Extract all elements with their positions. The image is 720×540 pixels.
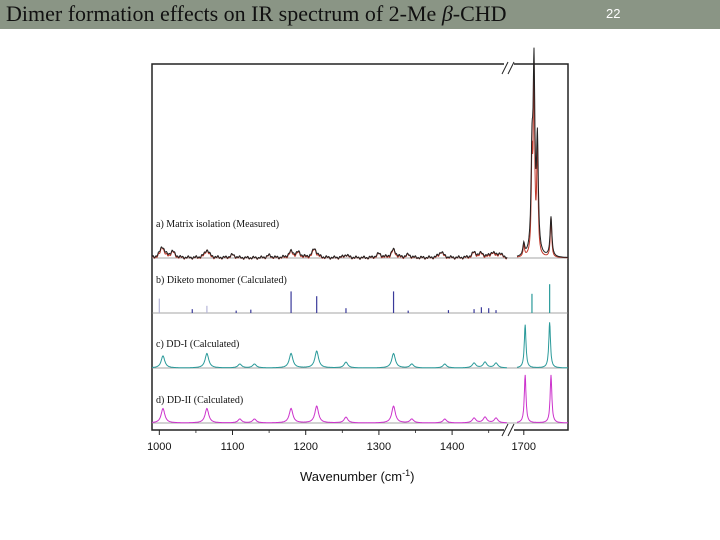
x-tick-label: 1700	[512, 441, 536, 453]
axis-break-mask	[504, 424, 514, 436]
title-prefix: Dimer formation effects on IR spectrum o…	[6, 1, 442, 26]
x-ticks: 1000 1100 1200 1300 1400 1700	[147, 430, 536, 453]
spectrum-traces	[151, 47, 568, 424]
axis-break-mark	[501, 423, 509, 437]
series-label-1: a) Matrix isolation (Measured)	[156, 219, 279, 230]
slide-title: Dimer formation effects on IR spectrum o…	[6, 1, 507, 27]
x-tick-label: 1300	[367, 441, 391, 453]
axis-break-mask	[504, 62, 514, 74]
axis-break-mark	[507, 423, 515, 437]
x-tick-label: 1000	[147, 441, 171, 453]
axis-break-mark	[507, 61, 515, 75]
series-label-2: b) Diketo monomer (Calculated)	[156, 275, 287, 286]
trace-3-seg2-c0	[516, 322, 568, 369]
series-label-4: d) DD-II (Calculated)	[156, 395, 243, 406]
trace-1-seg2-c0	[516, 47, 568, 258]
x-tick-label: 1400	[440, 441, 464, 453]
axis-breaks	[501, 61, 515, 437]
title-bar	[0, 0, 720, 29]
trace-3-seg1-c0	[152, 350, 507, 369]
trace-4-seg2-c0	[517, 374, 568, 424]
x-tick-label: 1100	[221, 441, 245, 453]
x-axis-title: Wavenumber (cm-1)	[300, 468, 414, 484]
series-label-3: c) DD-I (Calculated)	[156, 339, 239, 350]
plot-frame	[151, 63, 569, 431]
title-beta: β	[441, 1, 453, 26]
trace-1-seg1-c0	[151, 246, 508, 260]
title-suffix: -CHD	[452, 1, 507, 26]
axis-break-mark	[501, 61, 509, 75]
trace-1-seg2-c1	[517, 59, 568, 259]
page-number: 22	[606, 6, 621, 21]
trace-4-seg1-c0	[152, 405, 507, 424]
x-tick-label: 1200	[293, 441, 317, 453]
series-labels: a) Matrix isolation (Measured) b) Diketo …	[156, 219, 287, 406]
